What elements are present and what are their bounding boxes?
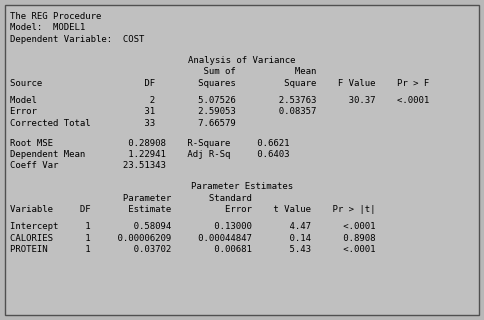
Text: Parameter Estimates: Parameter Estimates	[191, 182, 293, 191]
Text: Corrected Total          33        7.66579: Corrected Total 33 7.66579	[10, 119, 236, 128]
Text: Error                    31        2.59053        0.08357: Error 31 2.59053 0.08357	[10, 108, 317, 116]
Text: Variable     DF       Estimate          Error    t Value    Pr > |t|: Variable DF Estimate Error t Value Pr > …	[10, 205, 376, 214]
Text: CALORIES      1     0.00006209     0.00044847       0.14      0.8908: CALORIES 1 0.00006209 0.00044847 0.14 0.…	[10, 234, 376, 243]
Text: Coeff Var            23.51343: Coeff Var 23.51343	[10, 162, 166, 171]
Text: The REG Procedure: The REG Procedure	[10, 12, 101, 21]
Text: Sum of           Mean: Sum of Mean	[10, 67, 317, 76]
Text: Model                     2        5.07526        2.53763      30.37    <.0001: Model 2 5.07526 2.53763 30.37 <.0001	[10, 96, 429, 105]
Text: Source                   DF        Squares         Square    F Value    Pr > F: Source DF Squares Square F Value Pr > F	[10, 79, 429, 88]
Text: Analysis of Variance: Analysis of Variance	[188, 56, 296, 65]
Text: Root MSE              0.28908    R-Square     0.6621: Root MSE 0.28908 R-Square 0.6621	[10, 139, 289, 148]
Text: Dependent Mean        1.22941    Adj R-Sq     0.6403: Dependent Mean 1.22941 Adj R-Sq 0.6403	[10, 150, 289, 159]
Text: Model:  MODEL1: Model: MODEL1	[10, 23, 85, 33]
Text: Dependent Variable:  COST: Dependent Variable: COST	[10, 35, 144, 44]
Text: PROTEIN       1        0.03702        0.00681       5.43      <.0001: PROTEIN 1 0.03702 0.00681 5.43 <.0001	[10, 245, 376, 254]
Text: Parameter       Standard: Parameter Standard	[10, 194, 252, 203]
Text: Intercept     1        0.58094        0.13000       4.47      <.0001: Intercept 1 0.58094 0.13000 4.47 <.0001	[10, 222, 376, 231]
